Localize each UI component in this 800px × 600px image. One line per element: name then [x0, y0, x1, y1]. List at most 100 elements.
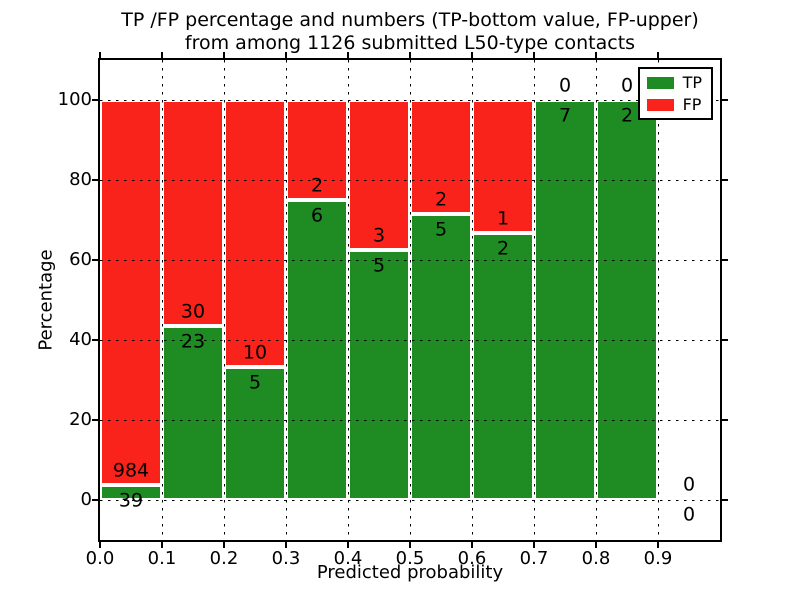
plot-area: 984 39 30 23 10 5 2 6 3 5 2 5 1 2 0 7 0 2 0 0 TP FP: [100, 60, 720, 540]
y-tick-left: [92, 339, 98, 341]
x-tick-bottom: [657, 542, 659, 548]
bar-tp-segment: [596, 100, 658, 500]
bar-tp-segment: [100, 484, 162, 500]
bar-fp-segment: [286, 100, 348, 200]
y-tick-left: [92, 99, 98, 101]
chart-title-line2: from among 1126 submitted L50-type conta…: [184, 32, 636, 54]
bar-fp-segment: [100, 100, 162, 485]
legend-label-tp: TP: [682, 73, 702, 92]
x-gridline: [409, 60, 411, 540]
y-tick-right: [722, 179, 728, 181]
tp-count-label: 7: [558, 104, 572, 127]
x-tick-top: [409, 52, 411, 58]
y-tick-label: 20: [69, 409, 92, 430]
fp-count-label: 30: [180, 300, 206, 323]
x-tick-label: 0.3: [271, 548, 301, 569]
legend-entry-fp: FP: [646, 95, 702, 114]
x-tick-top: [657, 52, 659, 58]
chart-title: TP /FP percentage and numbers (TP-bottom…: [90, 9, 730, 55]
x-gridline: [285, 60, 287, 540]
x-gridline: [161, 60, 163, 540]
x-tick-label: 0.9: [643, 548, 673, 569]
y-tick-right: [722, 259, 728, 261]
fp-count-label: 10: [242, 341, 268, 364]
tp-count-label: 2: [496, 237, 510, 260]
fp-count-label: 1: [496, 207, 510, 230]
x-tick-top: [99, 52, 101, 58]
y-tick-label: 0: [80, 489, 92, 510]
bar-tp-segment: [224, 366, 286, 500]
y-tick-label: 100: [57, 89, 92, 110]
fp-count-label: 984: [112, 459, 150, 482]
x-tick-top: [347, 52, 349, 58]
x-tick-bottom: [285, 542, 287, 548]
x-tick-label: 0.2: [209, 548, 239, 569]
legend: TP FP: [637, 67, 713, 120]
y-tick-label: 80: [69, 169, 92, 190]
bar-tp-segment: [472, 233, 534, 500]
fp-count-label: 2: [310, 174, 324, 197]
x-tick-top: [161, 52, 163, 58]
tp-count-label: 5: [372, 254, 386, 277]
fp-count-label: 2: [434, 188, 448, 211]
x-tick-top: [533, 52, 535, 58]
fp-count-label: 0: [620, 74, 634, 97]
x-tick-label: 0.0: [85, 548, 115, 569]
x-tick-bottom: [595, 542, 597, 548]
y-tick-label: 40: [69, 329, 92, 350]
bar-fp-segment: [162, 100, 224, 327]
x-tick-label: 0.6: [457, 548, 487, 569]
y-tick-left: [92, 419, 98, 421]
x-gridline: [657, 60, 659, 540]
x-tick-label: 0.4: [333, 548, 363, 569]
x-tick-bottom: [99, 542, 101, 548]
tp-count-label: 0: [682, 503, 696, 526]
fp-count-label: 3: [372, 224, 386, 247]
bar-fp-segment: [348, 100, 410, 250]
chart-title-line1: TP /FP percentage and numbers (TP-bottom…: [121, 9, 699, 31]
x-gridline: [471, 60, 473, 540]
tp-count-label: 6: [310, 204, 324, 227]
x-axis-label: Predicted probability: [316, 562, 504, 583]
tp-count-label: 39: [118, 489, 144, 512]
fp-count-label: 0: [558, 74, 572, 97]
fp-count-label: 0: [682, 473, 696, 496]
x-gridline: [595, 60, 597, 540]
x-tick-top: [595, 52, 597, 58]
x-tick-bottom: [409, 542, 411, 548]
y-tick-right: [722, 339, 728, 341]
tp-count-label: 23: [180, 330, 206, 353]
y-tick-left: [92, 259, 98, 261]
bar-tp-segment: [286, 200, 348, 500]
x-tick-bottom: [471, 542, 473, 548]
x-gridline: [347, 60, 349, 540]
tp-count-label: 5: [434, 218, 448, 241]
x-tick-label: 0.1: [147, 548, 177, 569]
x-tick-bottom: [161, 542, 163, 548]
x-tick-label: 0.8: [581, 548, 611, 569]
tp-color-swatch-icon: [646, 76, 674, 89]
x-tick-bottom: [347, 542, 349, 548]
bar-fp-segment: [472, 100, 534, 234]
fp-color-swatch-icon: [646, 98, 674, 111]
x-tick-top: [223, 52, 225, 58]
y-tick-left: [92, 499, 98, 501]
y-tick-label: 60: [69, 249, 92, 270]
bar-tp-segment: [410, 214, 472, 500]
bar-tp-segment: [534, 100, 596, 500]
y-tick-left: [92, 179, 98, 181]
legend-label-fp: FP: [682, 95, 702, 114]
tp-count-label: 5: [248, 371, 262, 394]
x-tick-top: [471, 52, 473, 58]
x-tick-bottom: [533, 542, 535, 548]
bar-fp-segment: [410, 100, 472, 215]
x-tick-bottom: [223, 542, 225, 548]
legend-entry-tp: TP: [646, 73, 702, 92]
bar-tp-segment: [162, 326, 224, 500]
x-gridline: [533, 60, 535, 540]
y-tick-right: [722, 499, 728, 501]
tp-count-label: 2: [620, 104, 634, 127]
x-tick-label: 0.7: [519, 548, 549, 569]
x-gridline: [223, 60, 225, 540]
